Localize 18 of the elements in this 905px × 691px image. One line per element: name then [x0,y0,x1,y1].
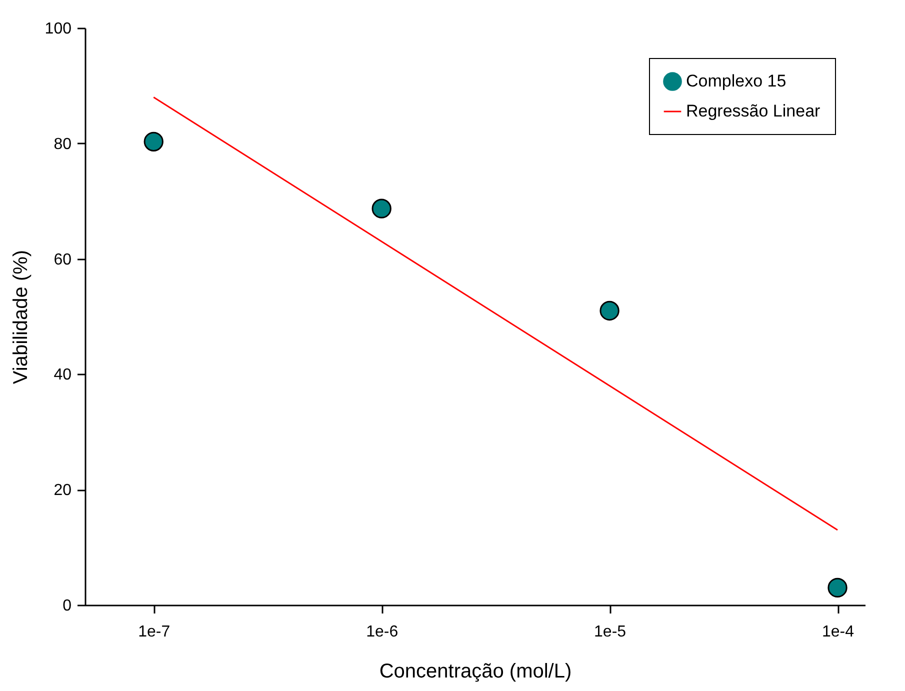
point [600,300,620,321]
x-tick-label: 1e-4 [822,624,854,640]
x-tick-label: 1e-7 [138,624,170,640]
point [828,578,848,598]
y-tick-label: 80 [54,136,72,153]
y-tick-label: 0 [62,598,72,614]
x-tick-label: 1e-6 [366,624,398,640]
y-tick-label: 60 [54,251,72,268]
point [372,198,392,218]
legend-label: Regressão Linear [686,102,821,120]
legend-label: Complexo 15 [686,72,786,90]
y-tick-label: 20 [54,482,72,500]
point [144,132,164,152]
y-tick-label: 40 [54,366,72,384]
x-axis-title: Concentração (mol/L) [379,660,572,682]
y-axis-title: Viabilidade (%) [10,250,32,384]
y-tick-label: 100 [44,20,72,38]
x-tick-label: 1e-5 [594,624,626,640]
